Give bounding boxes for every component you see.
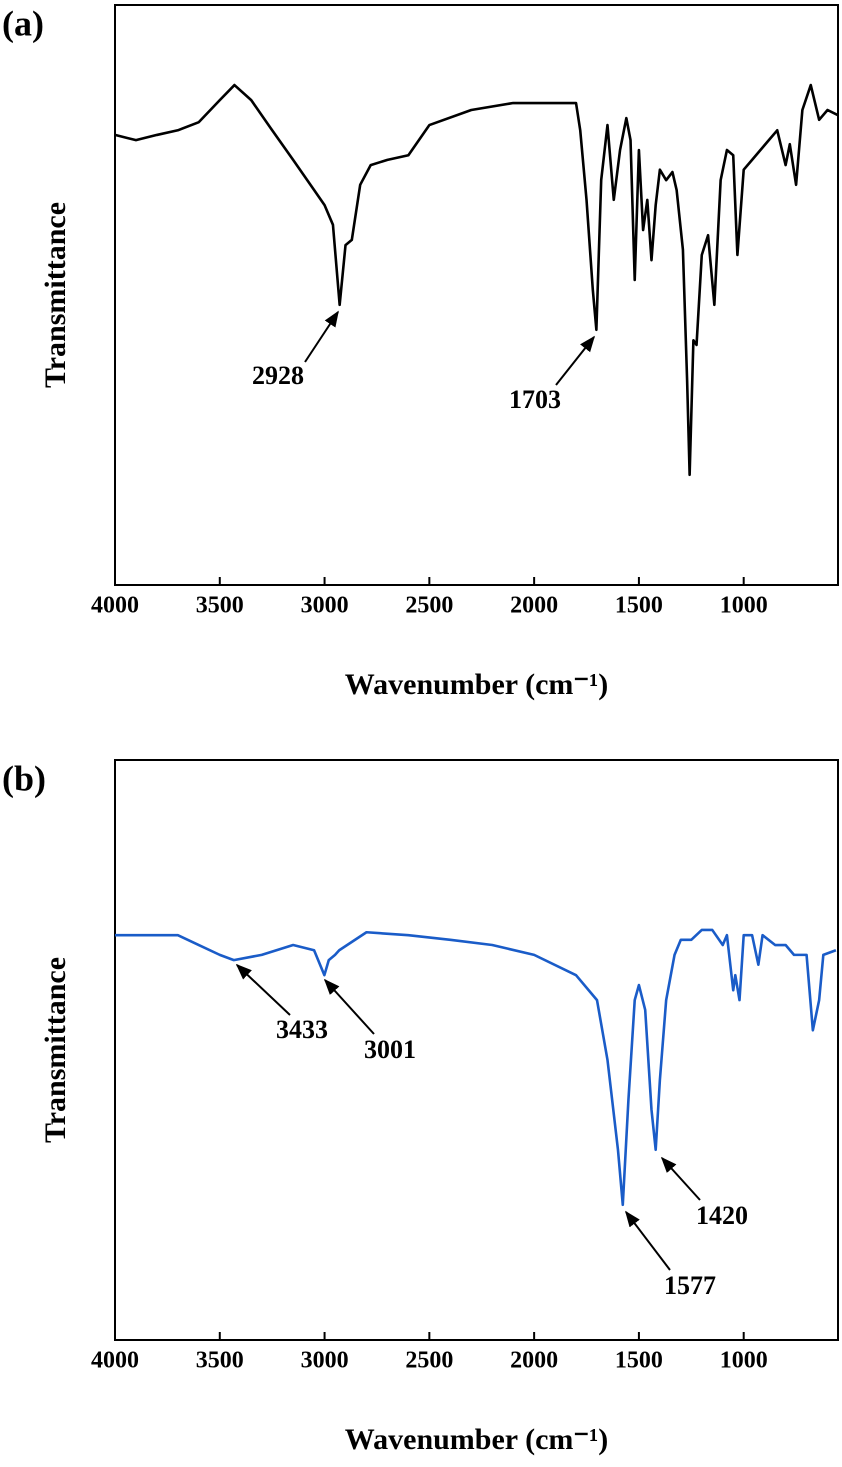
x-tick-label: 3000 (301, 593, 349, 619)
annotation-arrow (660, 1156, 701, 1201)
annotation-label: 1703 (509, 385, 561, 414)
x-tick-label: 4000 (91, 1348, 139, 1374)
spectrum-line (114, 83, 839, 477)
y-axis-label: Transmittance (39, 202, 72, 388)
panel-label: (a) (2, 3, 44, 43)
x-axis-label: Wavenumber (cm⁻¹) (345, 668, 608, 701)
x-tick-label: 2000 (510, 593, 558, 619)
x-tick-label: 3500 (196, 593, 244, 619)
annotation-label: 3001 (364, 1035, 416, 1064)
x-axis-label: Wavenumber (cm⁻¹) (345, 1423, 608, 1456)
annotation-label: 3433 (276, 1015, 328, 1044)
x-tick-label: 1000 (720, 1348, 768, 1374)
y-axis-label: Transmittance (39, 957, 72, 1143)
x-tick-label: 4000 (91, 593, 139, 619)
annotation-arrow (304, 310, 339, 363)
spectrum-line (115, 928, 837, 1207)
x-tick-label: 1500 (615, 593, 663, 619)
annotation-label: 1577 (664, 1271, 716, 1300)
plot-frame (114, 759, 839, 1341)
panel-label: (b) (2, 758, 46, 798)
annotation-label: 2928 (252, 361, 304, 390)
x-tick-label: 3000 (301, 1348, 349, 1374)
x-tick-label: 1500 (615, 1348, 663, 1374)
annotation-label: 1420 (696, 1201, 748, 1230)
x-tick-label: 2000 (510, 1348, 558, 1374)
plot-frame (114, 4, 839, 586)
x-tick-label: 1000 (720, 593, 768, 619)
annotation-arrow (235, 963, 291, 1016)
x-tick-label: 2500 (405, 1348, 453, 1374)
annotation-arrow (555, 335, 595, 386)
x-tick-label: 3500 (196, 1348, 244, 1374)
x-tick-label: 2500 (405, 593, 453, 619)
annotation-arrow (323, 978, 375, 1035)
annotation-arrow (625, 1210, 671, 1271)
